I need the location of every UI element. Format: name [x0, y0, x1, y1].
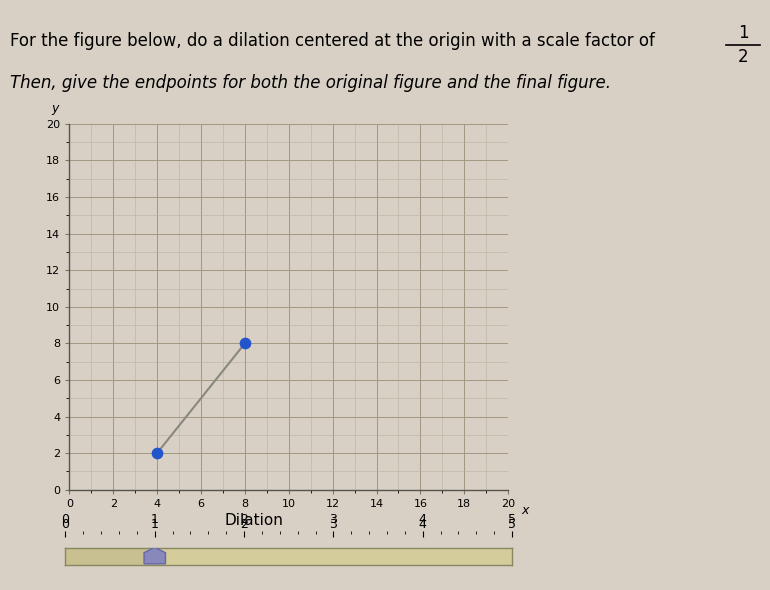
Text: 3: 3	[330, 518, 337, 531]
Text: For the figure below, do a dilation centered at the origin with a scale factor o: For the figure below, do a dilation cent…	[10, 32, 654, 51]
Text: 2: 2	[240, 518, 248, 531]
Point	[239, 339, 251, 348]
Text: 1: 1	[738, 24, 748, 42]
Polygon shape	[144, 548, 166, 564]
Text: y: y	[51, 101, 59, 114]
Text: 4: 4	[419, 518, 427, 531]
Text: 5: 5	[508, 518, 516, 531]
Text: 1: 1	[151, 518, 159, 531]
Text: 2: 2	[738, 48, 748, 67]
Text: x: x	[521, 504, 529, 517]
Text: 0: 0	[62, 518, 69, 531]
Bar	[65, 549, 155, 564]
Text: Then, give the endpoints for both the original figure and the final figure.: Then, give the endpoints for both the or…	[10, 74, 611, 92]
Text: Dilation: Dilation	[224, 513, 283, 528]
Point	[151, 448, 163, 458]
